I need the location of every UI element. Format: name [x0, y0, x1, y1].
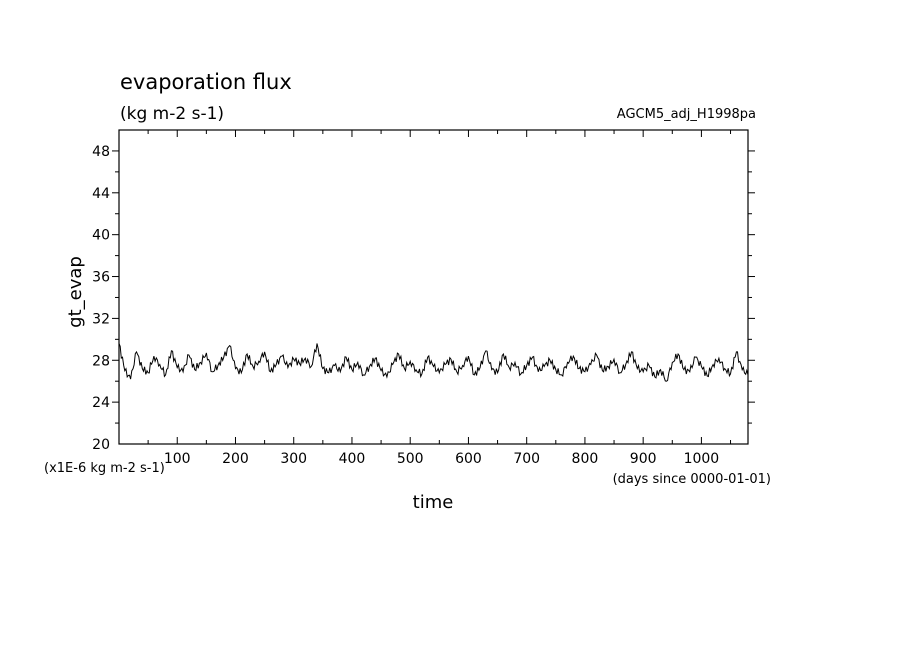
x-axis-tick-labels: 100 200 300 400 500 600 700 800 900 1000	[164, 451, 719, 467]
x-tick-label: 500	[397, 451, 424, 467]
y-tick-label: 44	[92, 186, 110, 202]
y-tick-label: 20	[92, 437, 110, 453]
x-unit-label: (days since 0000-01-01)	[613, 472, 771, 487]
x-axis-ticks	[147, 130, 732, 444]
x-tick-label: 200	[222, 451, 249, 467]
dataset-label: AGCM5_adj_H1998pa	[617, 107, 756, 122]
y-tick-label: 32	[92, 311, 110, 327]
y-tick-label: 48	[92, 144, 110, 160]
y-unit-label: (x1E-6 kg m-2 s-1)	[44, 461, 165, 476]
y-tick-label: 28	[92, 353, 110, 369]
y-axis-tick-labels: 20 24 28 32 36 40 44 48	[92, 144, 110, 453]
x-tick-label: 700	[513, 451, 540, 467]
series-line-gt-evap	[118, 343, 749, 382]
x-tick-label: 600	[455, 451, 482, 467]
plot-frame	[118, 129, 749, 445]
x-tick-label: 100	[164, 451, 191, 467]
y-axis-title: gt_evap	[65, 256, 86, 328]
x-tick-label: 400	[339, 451, 366, 467]
x-tick-label: 300	[280, 451, 307, 467]
x-tick-label: 1000	[684, 451, 720, 467]
x-tick-label: 800	[572, 451, 599, 467]
y-tick-label: 36	[92, 270, 110, 286]
chart-title: evaporation flux	[120, 70, 292, 94]
y-tick-label: 24	[92, 395, 110, 411]
x-tick-label: 900	[630, 451, 657, 467]
y-tick-label: 40	[92, 228, 110, 244]
y-axis-ticks	[112, 150, 755, 424]
x-axis-title: time	[413, 492, 454, 513]
chart-subtitle: (kg m-2 s-1)	[120, 104, 224, 124]
